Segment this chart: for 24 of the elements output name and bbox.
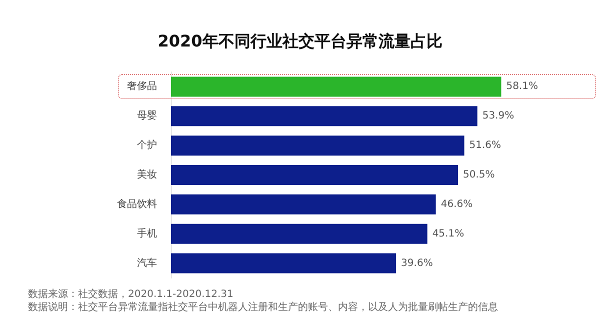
- data-label: 53.9%: [482, 110, 514, 122]
- bar: [171, 76, 502, 97]
- data-label: 50.5%: [463, 170, 495, 180]
- data-label: 58.1%: [506, 81, 538, 92]
- bar: [171, 224, 428, 244]
- text: 数据说明：社交平台异常流量指社交平台中机器人注册和生产的账号、内容，以及人为批量刷帖生产的信息: [28, 301, 498, 314]
- bar: [171, 253, 396, 274]
- chart-title: 2020年不同行业社交平台异常流量占比: [158, 32, 442, 50]
- data-label: 39.6%: [401, 258, 433, 269]
- y-tick-label: 手机: [137, 227, 157, 240]
- bar: [171, 106, 478, 126]
- data-label: 46.6%: [440, 198, 473, 210]
- y-tick-label: 奢侈品: [127, 80, 157, 92]
- bar: [171, 165, 458, 185]
- data-label: 45.1%: [432, 228, 464, 240]
- y-tick-label: 汽车: [137, 256, 157, 269]
- y-tick-label: 母婴: [137, 110, 157, 122]
- source-note: 数据来源：社交数据，2020.1.1-2020.12.31: [28, 288, 234, 301]
- y-tick-label: 个护: [137, 139, 157, 152]
- bar: [171, 194, 436, 214]
- data-label: 51.6%: [469, 140, 502, 152]
- y-tick-label: 美妆: [137, 168, 157, 180]
- y-tick-label: 食品饮料: [117, 198, 157, 210]
- bar: [171, 136, 464, 156]
